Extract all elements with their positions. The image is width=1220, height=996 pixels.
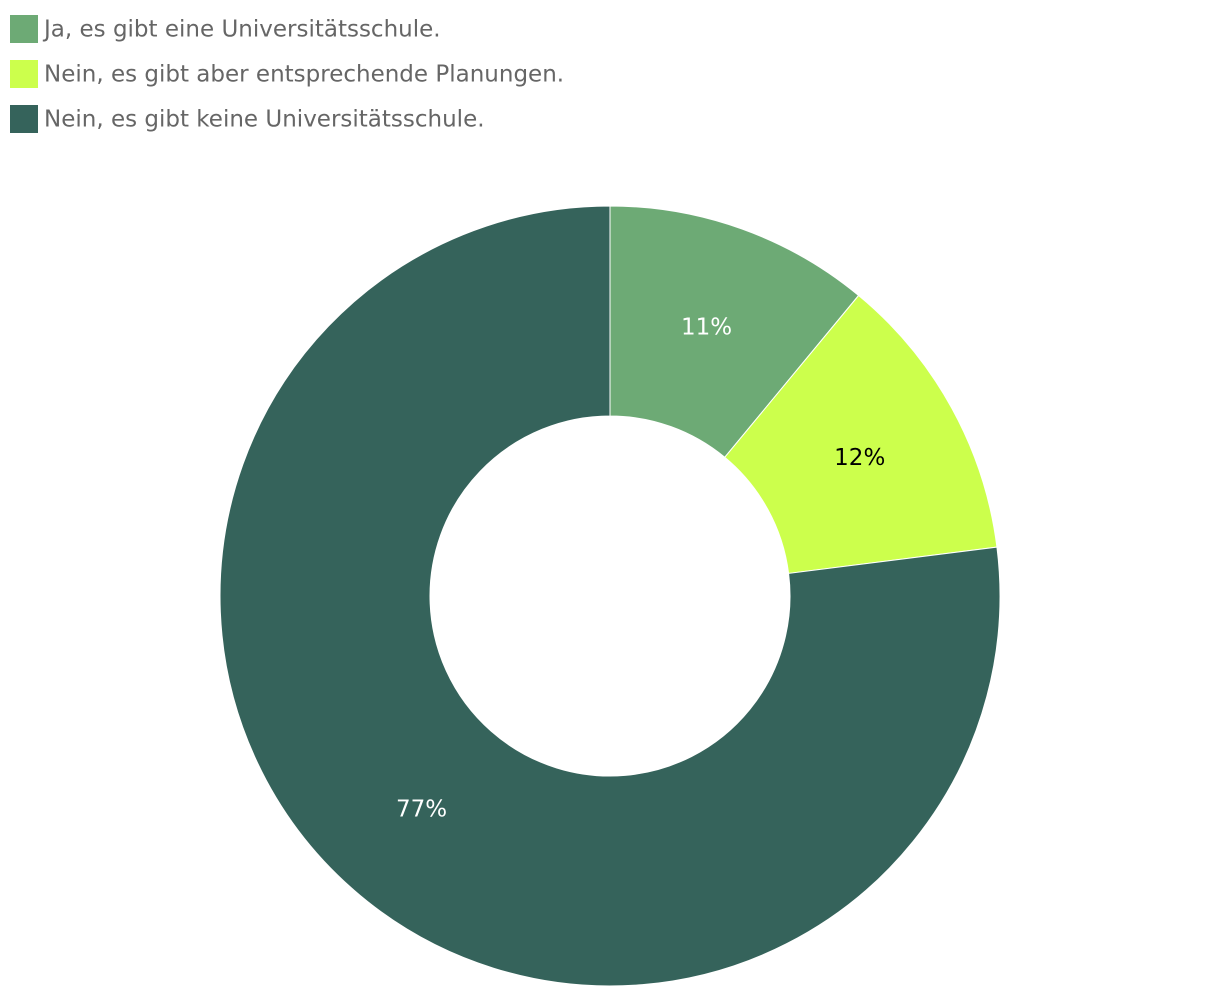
legend-label: Nein, es gibt keine Universitätsschule. (44, 107, 485, 133)
data-label: 11% (681, 314, 732, 340)
data-label: 12% (834, 445, 885, 471)
donut-slice (219, 205, 1001, 987)
donut-slice (724, 294, 998, 574)
legend-swatch (10, 105, 38, 133)
legend-label: Ja, es gibt eine Universitätsschule. (42, 17, 441, 43)
legend-swatch (10, 15, 38, 43)
legend-swatch (10, 60, 38, 88)
data-label: 77% (396, 796, 447, 822)
legend-label: Nein, es gibt aber entsprechende Planung… (44, 62, 564, 88)
donut-slice (609, 205, 860, 459)
